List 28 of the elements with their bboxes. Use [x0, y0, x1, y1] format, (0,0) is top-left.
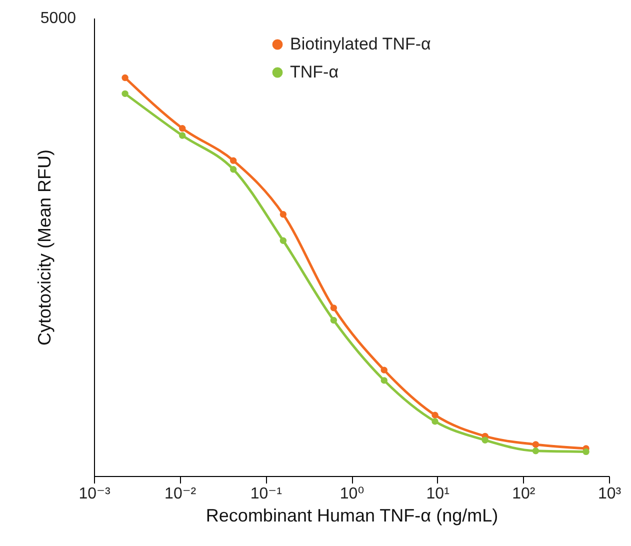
y-axis-title: Cytotoxicity (Mean RFU) — [34, 149, 54, 346]
legend-label: Biotinylated TNF-α — [290, 34, 432, 54]
point — [179, 124, 186, 132]
point — [380, 377, 388, 384]
point — [330, 304, 338, 312]
point — [532, 441, 540, 448]
x-tick-label: 10⁻² — [164, 486, 197, 502]
legend-label: TNF-α — [290, 62, 339, 82]
point — [482, 436, 488, 444]
point — [280, 237, 287, 244]
point — [280, 210, 287, 218]
x-tick-label: 10³ — [598, 486, 622, 502]
point — [432, 418, 438, 425]
x-tick-label: 10¹ — [426, 486, 450, 502]
point — [230, 166, 237, 173]
x-tick-label: 10² — [512, 486, 536, 502]
x-axis-title: Recombinant Human TNF-α (ng/mL) — [206, 506, 498, 526]
point — [532, 448, 540, 454]
x-tick-label: 10⁻³ — [78, 486, 111, 502]
text: 5000 — [40, 10, 76, 27]
x-tick-label: 10⁻¹ — [250, 486, 282, 502]
point — [179, 132, 186, 139]
point — [230, 157, 237, 164]
point — [380, 366, 388, 374]
point — [432, 412, 438, 418]
point — [582, 448, 590, 456]
point — [330, 316, 338, 324]
x-tick-label: 10⁰ — [340, 486, 364, 502]
